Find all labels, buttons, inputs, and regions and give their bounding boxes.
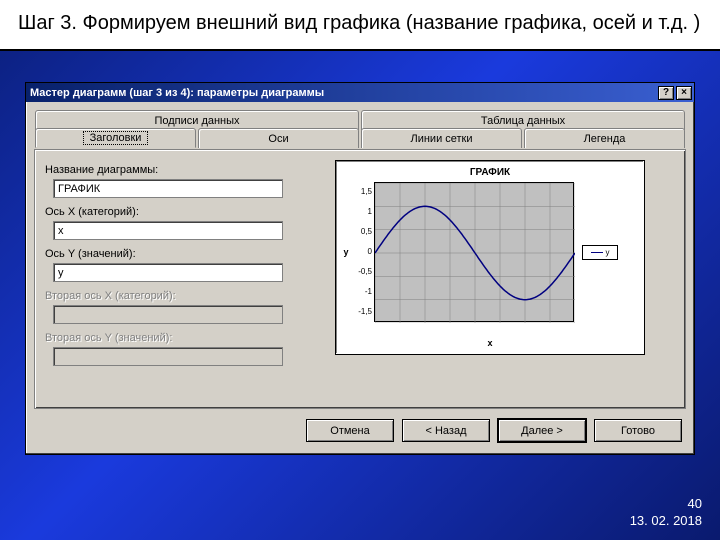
slide-heading: Шаг 3. Формируем внешний вид графика (на… [0, 0, 720, 51]
slide-number: 40 [630, 496, 702, 513]
legend-line-icon [591, 252, 603, 253]
help-button[interactable]: ? [658, 86, 674, 100]
preview-title: ГРАФИК [340, 167, 640, 178]
chart-wizard-dialog: Мастер диаграмм (шаг 3 из 4): параметры … [25, 82, 695, 455]
y2-axis-input [53, 347, 283, 366]
tab-strip: Подписи данных Таблица данных Заголовки … [34, 110, 686, 150]
preview-legend: y [582, 245, 618, 260]
tab-titles[interactable]: Заголовки [35, 128, 196, 148]
y2-axis-label: Вторая ось Y (значений): [45, 332, 305, 344]
x2-axis-label: Вторая ось X (категорий): [45, 290, 305, 302]
chart-title-input[interactable]: ГРАФИК [53, 179, 283, 198]
preview-plot [374, 182, 574, 322]
x-axis-input[interactable]: x [53, 221, 283, 240]
x-axis-label: Ось X (категорий): [45, 206, 305, 218]
tab-panel-titles: Название диаграммы: ГРАФИК Ось X (катего… [34, 149, 686, 409]
preview-x-label: x [340, 338, 640, 348]
dialog-title: Мастер диаграмм (шаг 3 из 4): параметры … [30, 87, 656, 99]
preview-y-label: y [340, 247, 352, 257]
legend-label: y [606, 248, 610, 257]
slide-footer: 40 13. 02. 2018 [630, 496, 702, 530]
finish-button[interactable]: Готово [594, 419, 682, 442]
tab-data-table[interactable]: Таблица данных [361, 110, 685, 130]
tab-legend[interactable]: Легенда [524, 128, 685, 148]
cancel-button[interactable]: Отмена [306, 419, 394, 442]
preview-curve [375, 183, 575, 323]
tab-gridlines[interactable]: Линии сетки [361, 128, 522, 148]
close-button[interactable]: × [676, 86, 692, 100]
y-axis-input[interactable]: y [53, 263, 283, 282]
chart-preview: ГРАФИК y 1,510,50-0,5-1-1,5 y [335, 160, 645, 355]
dialog-button-row: Отмена < Назад Далее > Готово [34, 409, 686, 444]
next-button[interactable]: Далее > [498, 419, 586, 442]
y-axis-label: Ось Y (значений): [45, 248, 305, 260]
title-bar: Мастер диаграмм (шаг 3 из 4): параметры … [26, 83, 694, 102]
slide-date: 13. 02. 2018 [630, 513, 702, 530]
tab-axes[interactable]: Оси [198, 128, 359, 148]
back-button[interactable]: < Назад [402, 419, 490, 442]
preview-y-ticks: 1,510,50-0,5-1-1,5 [352, 182, 374, 322]
tab-data-labels[interactable]: Подписи данных [35, 110, 359, 130]
chart-title-label: Название диаграммы: [45, 164, 305, 176]
x2-axis-input [53, 305, 283, 324]
